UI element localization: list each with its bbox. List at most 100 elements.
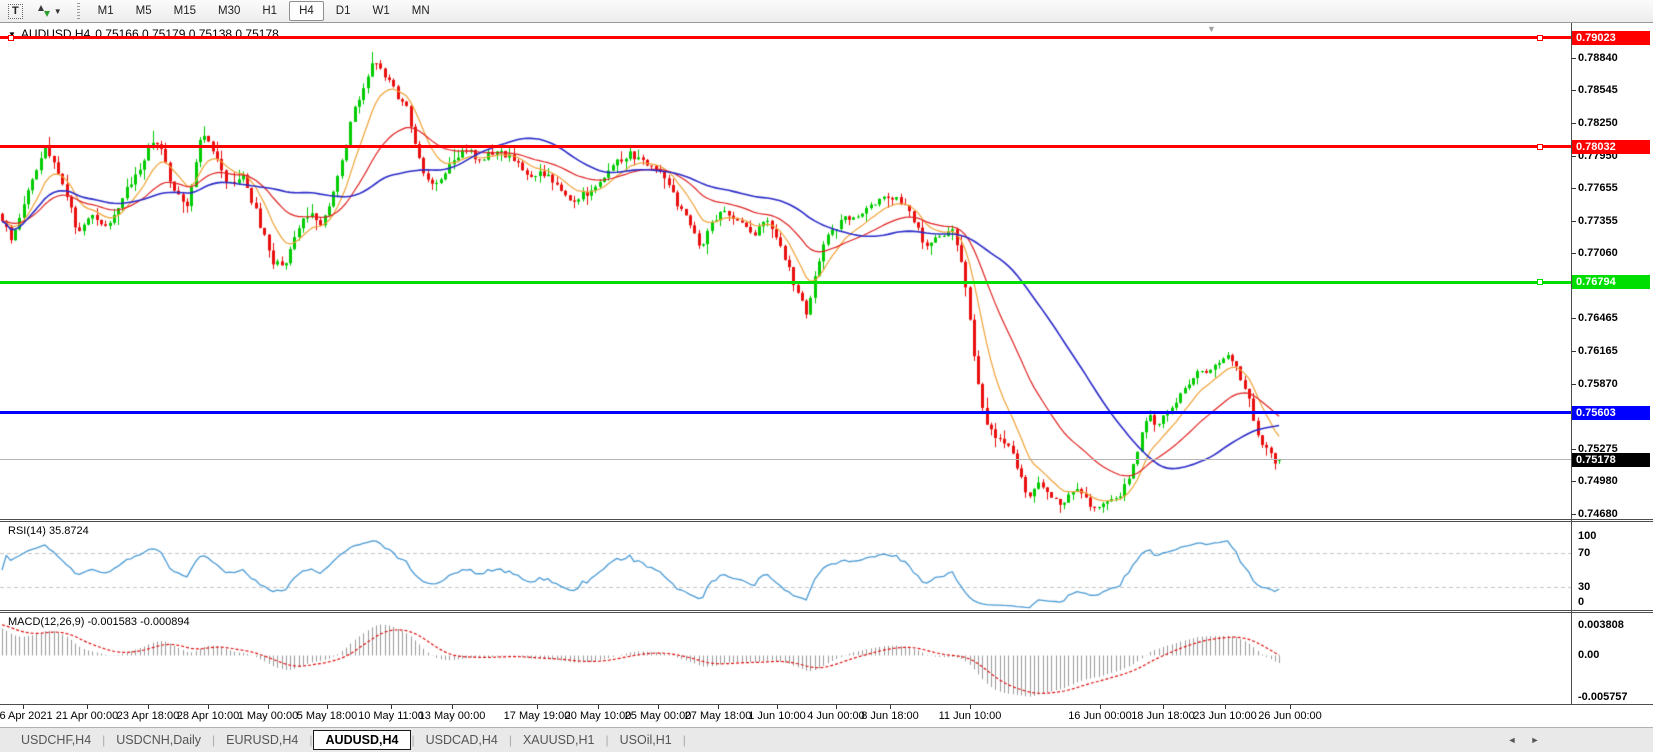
chevron-down-icon: ▼ [53, 6, 62, 16]
chart-window: ▼ AUDUSD,H4 0.75166 0.75179 0.75138 0.75… [0, 23, 1653, 727]
tab-eurusd-h4[interactable]: EURUSD,H4 [226, 733, 299, 747]
time-label: 28 Apr 10:00 [176, 710, 240, 722]
support-resistance-line[interactable] [0, 281, 1571, 284]
time-label: 18 Jun 18:00 [1131, 710, 1195, 722]
collapse-triangle-icon: ▼ [8, 29, 16, 39]
time-tick [836, 705, 837, 709]
price-axis-tick [1571, 58, 1576, 59]
time-label: 1 Jun 10:00 [748, 710, 806, 722]
time-tick [208, 705, 209, 709]
timeframe-button-h4[interactable]: H4 [289, 1, 324, 21]
timeframe-button-group: M1 M5 M15 M30 H1 H4 D1 W1 MN [87, 1, 441, 21]
price-tick-label: 0.78840 [1578, 52, 1618, 64]
support-resistance-line[interactable] [0, 36, 1571, 39]
text-tool-button[interactable]: T [3, 1, 28, 22]
text-tool-icon: T [8, 3, 23, 19]
timeframe-button-m15[interactable]: M15 [173, 5, 196, 17]
time-label: 17 May 19:00 [503, 710, 571, 722]
price-tick-label: 0.78545 [1578, 84, 1618, 96]
timeframe-button-d1[interactable]: D1 [335, 5, 351, 17]
time-tick [718, 705, 719, 709]
rsi-scale-label: 70 [1578, 547, 1591, 559]
tab-separator: | [411, 733, 415, 747]
time-tick [391, 705, 392, 709]
toolbar-grip [76, 3, 80, 19]
time-label: 25 May 00:00 [624, 710, 692, 722]
time-label: 21 Apr 00:00 [55, 710, 119, 722]
tab-separator: | [508, 733, 512, 747]
tab-audusd-h4[interactable]: AUDUSD,H4 [312, 730, 412, 750]
time-tick [1225, 705, 1226, 709]
timeframe-button-m1[interactable]: M1 [97, 5, 114, 17]
price-axis-tick [1571, 221, 1576, 222]
arrow-objects-button[interactable]: ▼ [31, 1, 67, 22]
line-handle[interactable] [1537, 35, 1543, 41]
price-axis-tick [1571, 90, 1576, 91]
tab-separator: | [682, 733, 686, 747]
time-tick [87, 705, 88, 709]
timeframe-button-m30[interactable]: M30 [218, 5, 241, 17]
rsi-pane-canvas[interactable] [0, 522, 1571, 610]
time-label: 10 May 11:00 [358, 710, 424, 722]
price-tick-label: 0.75870 [1578, 378, 1618, 390]
tab-usdcad-h4[interactable]: USDCAD,H4 [425, 733, 498, 747]
price-axis-tick [1571, 123, 1576, 124]
rsi-indicator-label: RSI(14) 35.8724 [8, 525, 89, 537]
time-tick [658, 705, 659, 709]
time-label: 16 Jun 00:00 [1068, 710, 1132, 722]
price-axis-tick [1571, 253, 1576, 254]
price-axis-tick [1571, 481, 1576, 482]
support-resistance-line[interactable] [0, 411, 1571, 414]
price-chart-canvas[interactable] [0, 23, 1571, 519]
line-handle[interactable] [8, 35, 14, 41]
price-axis-tick [1571, 449, 1576, 450]
time-tick [23, 705, 24, 709]
timeframe-button-mn[interactable]: MN [411, 5, 430, 17]
price-tick-label: 0.74980 [1578, 475, 1618, 487]
time-tick [777, 705, 778, 709]
price-line-label: 0.79023 [1572, 31, 1650, 45]
price-line-label: 0.75178 [1572, 453, 1650, 467]
time-label: 13 May 00:00 [418, 710, 486, 722]
macd-scale-label: 0.00 [1578, 649, 1600, 661]
tab-usdcnh-daily[interactable]: USDCNH,Daily [116, 733, 202, 747]
support-resistance-line[interactable] [0, 145, 1571, 148]
price-axis-tick [1571, 188, 1576, 189]
price-line-label: 0.76794 [1572, 275, 1650, 289]
rsi-scale-label: 100 [1578, 530, 1597, 542]
arrows-icon [36, 4, 51, 18]
price-axis-tick [1571, 384, 1576, 385]
tab-usoil-h1[interactable]: USOil,H1 [619, 733, 672, 747]
time-label: 11 Jun 10:00 [938, 710, 1002, 722]
price-tick-label: 0.77655 [1578, 182, 1618, 194]
line-handle[interactable] [1537, 279, 1543, 285]
time-label: 23 Jun 10:00 [1193, 710, 1257, 722]
support-resistance-line[interactable] [0, 459, 1571, 460]
tab-scroll-right-button[interactable]: ► [1530, 735, 1540, 745]
time-tick [148, 705, 149, 709]
tab-separator: | [102, 733, 106, 747]
time-tick [970, 705, 971, 709]
pane-separator[interactable] [0, 610, 1653, 613]
toolbar: T ▼ M1 M5 M15 M30 H1 H4 D1 W1 MN [0, 0, 1653, 23]
tab-scroll-left-button[interactable]: ◄ [1507, 735, 1517, 745]
timeframe-button-m5[interactable]: M5 [135, 5, 152, 17]
line-handle[interactable] [1537, 144, 1543, 150]
timeframe-button-h1[interactable]: H1 [262, 5, 278, 17]
macd-pane-canvas[interactable] [0, 613, 1571, 705]
price-tick-label: 0.76465 [1578, 312, 1618, 324]
time-tick [890, 705, 891, 709]
price-line-label: 0.78032 [1572, 140, 1650, 154]
time-tick [327, 705, 328, 709]
rsi-scale-label: 30 [1578, 581, 1591, 593]
timeframe-button-w1[interactable]: W1 [372, 5, 390, 17]
price-axis-tick [1571, 351, 1576, 352]
tab-xauusd-h1[interactable]: XAUUSD,H1 [522, 733, 595, 747]
price-tick-label: 0.78250 [1578, 117, 1618, 129]
chart-shift-marker-icon[interactable]: ▼ [1207, 24, 1216, 34]
time-label: 16 Apr 2021 [0, 710, 53, 722]
tab-usdchf-h4[interactable]: USDCHF,H4 [21, 733, 92, 747]
pane-separator[interactable] [0, 519, 1653, 522]
time-tick [537, 705, 538, 709]
